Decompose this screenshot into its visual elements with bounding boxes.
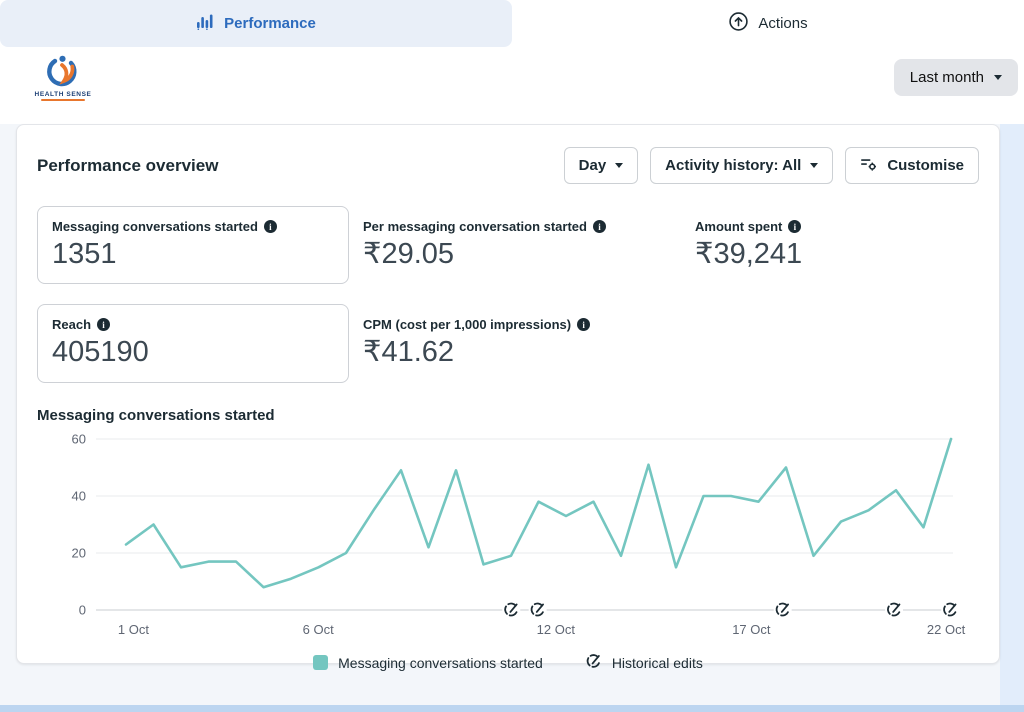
page-background-bottom [0,705,1024,712]
customise-button[interactable]: Customise [845,147,979,184]
metric-card-amount-spent[interactable]: Amount spent i ₹39,241 [695,206,979,284]
metric-label: Messaging conversations started [52,219,258,234]
overview-header: Performance overview Day Activity histor… [37,147,979,184]
brand-name: HEALTH SENSE [34,90,92,98]
tab-actions-label: Actions [758,15,808,32]
interval-dropdown[interactable]: Day [563,147,639,184]
chevron-down-icon [615,163,624,168]
tab-actions[interactable]: Actions [512,0,1024,47]
metric-label: Per messaging conversation started [363,219,587,234]
y-axis-label: 60 [72,431,86,446]
tab-performance[interactable]: Performance [0,0,512,47]
metric-card-per-conversation[interactable]: Per messaging conversation started i ₹29… [363,206,681,284]
metric-label: Amount spent [695,219,783,234]
metric-label: Reach [52,317,92,333]
page-header: HEALTH SENSE Last month [0,47,1024,108]
customise-settings-icon [860,156,878,176]
metric-value: ₹29.05 [363,238,455,270]
metric-value: ₹41.62 [363,336,455,369]
historical-edit-icon [885,600,904,619]
x-axis-label: 22 Oct [927,622,966,637]
date-range-selector[interactable]: Last month [893,59,1018,96]
metric-card-reach[interactable]: Reach i 405190 [37,304,349,383]
metric-value: 405190 [52,336,149,369]
metric-value: 1351 [52,238,117,270]
info-icon[interactable]: i [263,220,277,233]
y-axis-label: 20 [72,545,86,560]
interval-dropdown-label: Day [578,157,607,174]
chevron-down-icon [994,75,1002,80]
legend-historical-edits-label: Historical edits [611,654,703,671]
brand-tagline-line [41,99,85,102]
chart-title: Messaging conversations started [37,406,275,424]
historical-edit-icon [773,600,792,619]
overview-title: Performance overview [37,155,219,175]
metric-card-messaging-conversations[interactable]: Messaging conversations started i 1351 [37,206,349,285]
performance-overview-card: Performance overview Day Activity histor… [16,124,1000,671]
brand-logo-mark [47,55,77,86]
x-axis-label: 17 Oct [732,622,771,637]
metric-card-cpm[interactable]: CPM (cost per 1,000 impressions) i ₹41.6… [363,304,681,382]
legend-series-label: Messaging conversations started [338,654,543,671]
chart-legend: Messaging conversations started Historic… [37,653,979,673]
info-icon[interactable]: i [592,220,606,233]
y-axis-label: 40 [72,488,86,503]
bar-chart-icon [196,13,215,35]
page-content: Performance overview Day Activity histor… [0,124,1024,712]
historical-edit-icon [585,653,602,673]
info-icon[interactable]: i [97,318,111,332]
info-icon[interactable]: i [577,318,591,332]
legend-item-historical-edits: Historical edits [585,653,703,673]
page-background-right [1000,124,1024,712]
info-icon[interactable]: i [788,220,802,233]
top-tab-bar: Performance Actions [0,0,1024,47]
x-axis-label: 6 Oct [303,622,334,637]
metric-label: CPM (cost per 1,000 impressions) [363,317,572,333]
overview-controls: Day Activity history: All [563,147,979,184]
activity-history-dropdown[interactable]: Activity history: All [650,147,834,184]
activity-history-label: Activity history: All [665,157,802,174]
customise-button-label: Customise [887,157,964,174]
historical-edit-icon [941,600,960,619]
y-axis-label: 0 [79,602,86,617]
historical-edit-icon [502,600,521,619]
line-chart: 0 20 40 60 1 Oct 6 Oct 12 Oct 17 Oct 22 Oct [72,431,966,637]
chart-line [124,437,953,589]
brand-logo: HEALTH SENSE [28,54,98,102]
arrow-up-circle-icon [728,11,749,37]
x-axis-label: 12 Oct [537,622,576,637]
metric-value: ₹39,241 [695,238,803,270]
historical-edit-icon [528,600,547,619]
legend-item-series: Messaging conversations started [313,655,543,671]
date-range-label: Last month [909,69,984,86]
metrics-grid: Messaging conversations started i 1351 P… [37,206,979,383]
series-swatch [313,655,329,671]
chevron-down-icon [810,163,819,168]
tab-performance-label: Performance [224,15,316,32]
x-axis-label: 1 Oct [118,622,149,637]
